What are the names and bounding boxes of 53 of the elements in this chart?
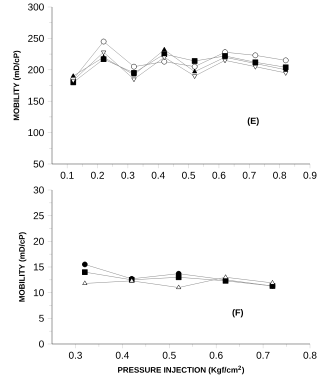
y-tick-label: 300	[28, 3, 44, 11]
y-tick-label: 10	[34, 289, 44, 296]
y-tick-label: 50	[34, 160, 44, 168]
point	[82, 262, 88, 268]
point	[283, 71, 288, 76]
x-tick-label: 0.6	[210, 352, 223, 359]
point	[131, 78, 136, 82]
x-tick-label: 0.5	[162, 352, 176, 359]
annotation: (E)	[248, 117, 259, 126]
x-tick-label: 0.7	[256, 352, 270, 359]
y-tick-label: 30	[34, 186, 44, 194]
y-tick-label: 5	[39, 314, 44, 322]
point	[192, 58, 198, 64]
point	[222, 58, 228, 64]
annotation: (F)	[232, 309, 244, 318]
y-tick-label: 20	[34, 238, 44, 245]
point	[82, 280, 88, 285]
point	[252, 52, 258, 58]
y-tick-label: 100	[28, 129, 44, 136]
x-tick-label: 0.4	[152, 172, 165, 179]
point	[282, 58, 289, 64]
point	[70, 73, 76, 78]
x-tick-label: 0.5	[182, 172, 196, 179]
x-tick-label: 0.2	[90, 172, 104, 179]
point	[101, 50, 106, 56]
y-tick-label: 15	[34, 264, 44, 270]
x-tick-label: 0.3	[121, 172, 134, 179]
x-tick-label: 0.4	[116, 352, 129, 359]
x-tick-label: 0.3	[68, 352, 82, 359]
x-tick-label: 0.7	[242, 172, 256, 179]
point	[100, 38, 106, 44]
point	[82, 269, 88, 275]
point	[176, 274, 182, 280]
x-tick-label: 0.9	[303, 172, 316, 179]
x-tick-label: 0.8	[303, 352, 316, 359]
point	[252, 65, 258, 70]
point	[162, 46, 167, 52]
y-tick-label: 200	[28, 66, 44, 74]
point	[161, 58, 168, 64]
y-tick-label: 0	[39, 340, 44, 348]
point	[176, 284, 182, 290]
point	[192, 74, 198, 79]
x-tick-label: 0.8	[273, 172, 286, 179]
y-tick-label: 25	[34, 212, 44, 220]
y-tick-label: 250	[28, 34, 44, 42]
x-tick-label: 0.1	[60, 172, 74, 179]
point	[223, 274, 228, 279]
point	[192, 64, 198, 70]
point	[131, 64, 137, 70]
y-tick-label: 150	[28, 98, 44, 105]
x-tick-label: 0.6	[212, 172, 226, 179]
point	[270, 280, 275, 284]
point	[192, 68, 198, 74]
